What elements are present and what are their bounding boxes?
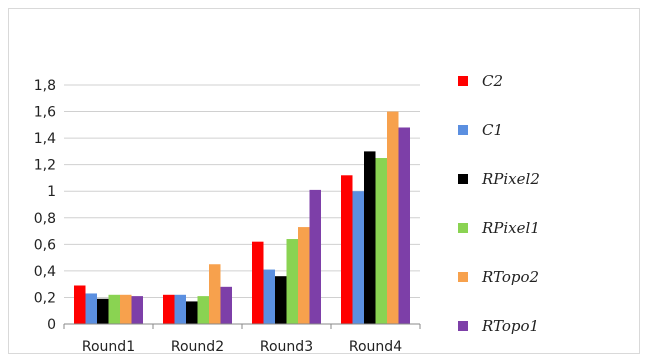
bar-c1-round2 (174, 294, 186, 324)
legend-swatch-rpixel2 (458, 174, 468, 184)
y-tick-label: 0,4 (34, 264, 56, 280)
x-tick-label: Round1 (82, 339, 135, 355)
bar-c1-round3 (263, 269, 275, 324)
y-tick-label: 1,8 (34, 78, 56, 94)
bar-rpixel1-round1 (108, 294, 120, 324)
bar-rpixel1-round2 (197, 296, 209, 324)
legend-swatch-rtopo2 (458, 272, 468, 282)
bar-c2-round2 (163, 294, 175, 324)
bar-rtopo1-round2 (220, 286, 232, 324)
bar-rpixel2-round2 (186, 301, 198, 324)
bar-rtopo1-round1 (131, 296, 143, 324)
y-tick-label: 0,6 (34, 237, 56, 253)
bar-c2-round3 (252, 241, 264, 324)
bar-rpixel1-round4 (375, 158, 387, 324)
y-tick-label: 0,2 (34, 290, 56, 306)
x-tick-label: Round4 (349, 339, 402, 355)
bar-c1-round1 (85, 293, 97, 324)
legend-swatch-rpixel1 (458, 223, 468, 233)
legend-label-c2: C2 (482, 72, 503, 90)
bar-c1-round4 (352, 191, 364, 324)
legend-swatch-rtopo1 (458, 321, 468, 331)
x-tick-label: Round3 (260, 339, 313, 355)
bar-rtopo2-round2 (209, 264, 221, 324)
bar-rtopo2-round3 (298, 227, 310, 324)
y-tick-label: 1,6 (34, 105, 56, 121)
legend: C2 C1 RPixel2 RPixel1 RTopo2 RTopo1 (458, 72, 540, 335)
bar-rtopo1-round4 (398, 127, 410, 324)
bar-c2-round4 (341, 175, 353, 324)
bar-rpixel2-round3 (275, 276, 287, 324)
legend-label-rpixel1: RPixel1 (481, 219, 540, 237)
y-tick-label: 0 (47, 317, 56, 333)
bar-rpixel1-round3 (286, 239, 298, 324)
y-tick-label: 1,2 (34, 158, 56, 174)
x-tick-label: Round2 (171, 339, 224, 355)
legend-label-rtopo2: RTopo2 (481, 268, 539, 286)
bar-rtopo2-round1 (120, 294, 132, 324)
bar-c2-round1 (74, 285, 86, 324)
bars (74, 111, 410, 324)
legend-label-rtopo1: RTopo1 (481, 317, 539, 335)
legend-label-rpixel2: RPixel2 (481, 170, 540, 188)
legend-label-c1: C1 (482, 121, 503, 139)
x-axis: Round1 Round2 Round3 Round4 (63, 323, 421, 355)
bar-rtopo1-round3 (309, 189, 321, 324)
legend-swatch-c1 (458, 125, 468, 135)
y-tick-label: 0,8 (34, 211, 56, 227)
y-axis: 0 0,2 0,4 0,6 0,8 1 1,2 1,4 1,6 1,8 (34, 78, 56, 333)
legend-swatch-c2 (458, 76, 468, 86)
bar-rpixel2-round4 (364, 151, 376, 324)
y-tick-label: 1 (47, 184, 56, 200)
bar-rpixel2-round1 (97, 298, 109, 324)
y-tick-label: 1,4 (34, 131, 56, 147)
bar-rtopo2-round4 (387, 111, 399, 324)
